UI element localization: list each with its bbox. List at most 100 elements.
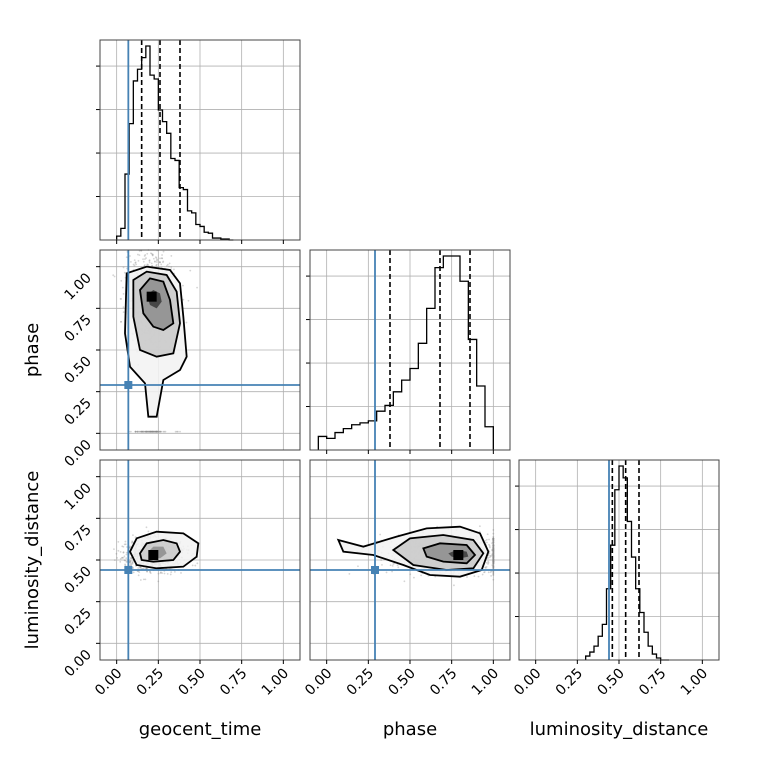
geocent_time-hist-panel: [96, 39, 301, 241]
sample-point: [492, 551, 495, 553]
sample-point: [112, 274, 115, 277]
sample-point: [125, 256, 128, 259]
sample-point: [492, 558, 495, 561]
sample-point: [492, 561, 495, 564]
sample-point: [492, 541, 495, 544]
phase-y-axis-label: phase: [22, 323, 43, 377]
sample-point: [492, 553, 495, 556]
sample-point: [113, 559, 116, 562]
sample-point: [122, 556, 125, 559]
sample-point: [489, 555, 492, 558]
sample-point: [492, 540, 495, 543]
sample-point: [147, 263, 149, 266]
y-tick-label: 0.25: [61, 605, 94, 638]
x-tick-label: 0.00: [92, 666, 125, 699]
sample-point: [492, 547, 495, 550]
sample-point: [160, 571, 162, 574]
contour-line: [422, 542, 477, 565]
sample-point: [173, 268, 175, 271]
sample-point: [453, 584, 455, 587]
sample-point: [159, 430, 162, 433]
sample-point: [492, 556, 495, 559]
sample-point: [487, 557, 490, 559]
x-tick-label: 1.00: [469, 666, 502, 699]
sample-point: [492, 560, 495, 562]
sample-point: [122, 292, 125, 295]
sample-point: [132, 571, 135, 574]
sample-point: [484, 567, 487, 569]
sample-point: [158, 430, 161, 433]
sample-point: [492, 552, 495, 555]
sample-point: [155, 430, 158, 433]
sample-point: [492, 551, 495, 554]
sample-point: [492, 545, 495, 548]
sample-point: [134, 430, 137, 433]
sample-point: [492, 544, 495, 546]
sample-point: [491, 549, 494, 552]
sample-point: [136, 253, 139, 256]
sample-point: [492, 560, 495, 563]
sample-point: [492, 566, 495, 569]
x-tick-label: 1.00: [678, 666, 711, 699]
sample-point: [136, 430, 139, 433]
sample-point: [492, 539, 495, 542]
sample-point: [492, 565, 495, 567]
sample-point: [492, 538, 495, 541]
sample-point: [150, 430, 153, 433]
sample-point: [146, 570, 148, 573]
sample-point: [487, 554, 490, 557]
sample-point: [492, 543, 495, 546]
sample-point: [492, 548, 495, 551]
sample-point: [492, 559, 495, 562]
sample-point: [492, 532, 495, 535]
sample-point: [492, 548, 495, 551]
sample-point: [490, 574, 493, 577]
sample-point: [196, 562, 199, 565]
sample-point: [492, 560, 495, 563]
sample-point: [492, 546, 495, 549]
sample-point: [492, 544, 495, 547]
sample-point: [147, 430, 150, 433]
sample-point: [492, 556, 495, 559]
sample-point: [492, 564, 495, 566]
sample-point: [397, 566, 400, 569]
contour-line: [391, 534, 485, 571]
sample-point: [492, 554, 495, 557]
sample-point: [135, 263, 138, 266]
phase-x-axis-label: phase: [383, 719, 437, 740]
sample-point: [162, 260, 165, 263]
sample-point: [492, 549, 495, 551]
sample-point: [151, 430, 153, 433]
x-tick-label: 1.00: [259, 666, 292, 699]
sample-point: [492, 563, 495, 566]
sample-point: [492, 564, 495, 566]
x-tick-label: 0.75: [636, 666, 669, 699]
x-tick-label: 0.50: [175, 666, 208, 699]
sample-point: [122, 551, 125, 554]
sample-point: [145, 430, 148, 433]
sample-point: [116, 556, 119, 559]
sample-point: [484, 566, 487, 569]
sample-point: [148, 430, 151, 433]
sample-point: [151, 430, 154, 433]
sample-point: [122, 311, 125, 314]
x-tick-label: 0.50: [385, 666, 418, 699]
sample-point: [492, 566, 495, 569]
sample-point: [492, 558, 495, 561]
sample-point: [152, 253, 154, 256]
sample-point: [170, 255, 173, 257]
sample-point: [483, 571, 485, 574]
sample-point: [156, 430, 159, 433]
sample-point: [492, 548, 495, 550]
sample-point: [492, 552, 495, 555]
sample-point: [154, 430, 156, 433]
sample-point: [492, 559, 495, 561]
sample-point: [492, 554, 494, 557]
sample-point: [488, 556, 491, 559]
sample-point: [492, 553, 495, 556]
sample-point: [492, 564, 495, 567]
sample-point: [149, 430, 152, 433]
sample-point: [149, 430, 152, 433]
sample-point: [492, 546, 495, 549]
sample-point: [139, 566, 142, 569]
